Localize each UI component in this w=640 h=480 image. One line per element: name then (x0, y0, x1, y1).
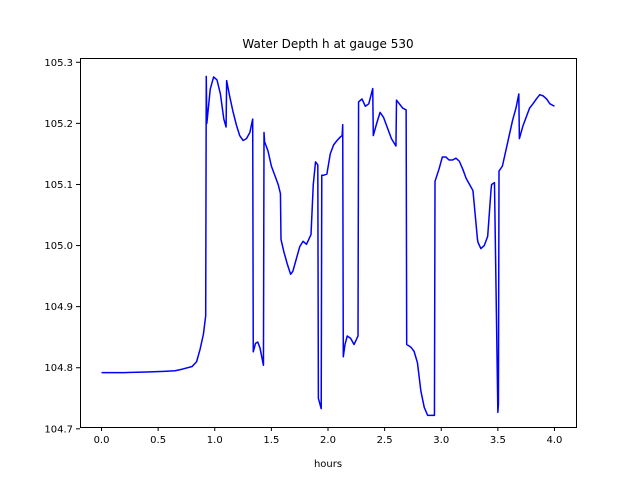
x-tick-label: 3.5 (490, 435, 506, 446)
y-tick-label: 105.1 (44, 180, 73, 191)
plot-frame (80, 58, 577, 428)
x-tick-label: 2.0 (320, 435, 336, 446)
y-axis-ticks: 104.7 104.8 104.9 105.0 105.1 105.2 105.3 (44, 58, 80, 435)
plot-area (101, 75, 555, 417)
x-tick-label: 1.5 (263, 435, 279, 446)
x-tick-label: 1.0 (207, 435, 223, 446)
y-tick-label: 105.3 (44, 58, 73, 69)
y-tick-label: 104.8 (44, 363, 73, 374)
x-axis-ticks: 0.0 0.5 1.0 1.5 2.0 2.5 3.0 3.5 4.0 (94, 427, 563, 446)
x-tick-label: 0.0 (94, 435, 110, 446)
chart-title: Water Depth h at gauge 530 (242, 37, 413, 51)
x-tick-label: 2.5 (377, 435, 393, 446)
x-tick-label: 3.0 (433, 435, 449, 446)
series-line-0 (101, 75, 555, 417)
y-tick-label: 105.2 (44, 119, 73, 130)
y-tick-label: 104.9 (44, 302, 73, 313)
x-tick-label: 4.0 (547, 435, 563, 446)
y-tick-label: 104.7 (44, 424, 73, 435)
x-tick-label: 0.5 (150, 435, 166, 446)
x-axis-label: hours (314, 459, 342, 470)
y-tick-label: 105.0 (44, 241, 73, 252)
